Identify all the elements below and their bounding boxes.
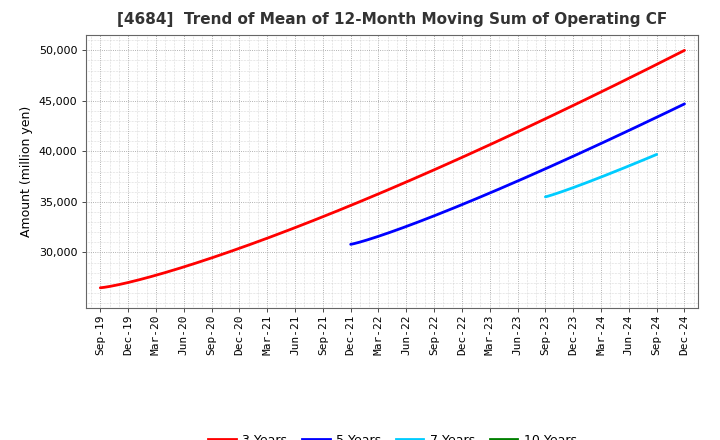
Y-axis label: Amount (million yen): Amount (million yen) [20,106,33,237]
3 Years [454,157,462,162]
3 Years [626,75,634,81]
7 Years [541,194,550,199]
Line: 5 Years: 5 Years [351,104,685,244]
5 Years [551,162,559,167]
5 Years [544,165,553,170]
7 Years [609,169,618,175]
Legend: 3 Years, 5 Years, 7 Years, 10 Years: 3 Years, 5 Years, 7 Years, 10 Years [203,429,582,440]
3 Years [98,285,107,290]
3 Years [96,285,104,290]
7 Years [607,170,616,176]
5 Years [628,126,636,132]
3 Years [680,48,689,53]
5 Years [680,101,689,106]
7 Years [635,159,644,165]
7 Years [608,170,616,176]
3 Years [444,161,452,166]
5 Years [346,242,355,247]
Line: 7 Years: 7 Years [546,154,657,197]
7 Years [652,152,661,157]
3 Years [442,162,451,167]
Line: 3 Years: 3 Years [100,50,685,288]
3 Years [588,93,597,99]
5 Years [545,165,554,170]
5 Years [649,116,657,121]
7 Years [541,194,550,199]
5 Years [348,242,356,247]
Title: [4684]  Trend of Mean of 12-Month Moving Sum of Operating CF: [4684] Trend of Mean of 12-Month Moving … [117,12,667,27]
7 Years [642,156,651,161]
